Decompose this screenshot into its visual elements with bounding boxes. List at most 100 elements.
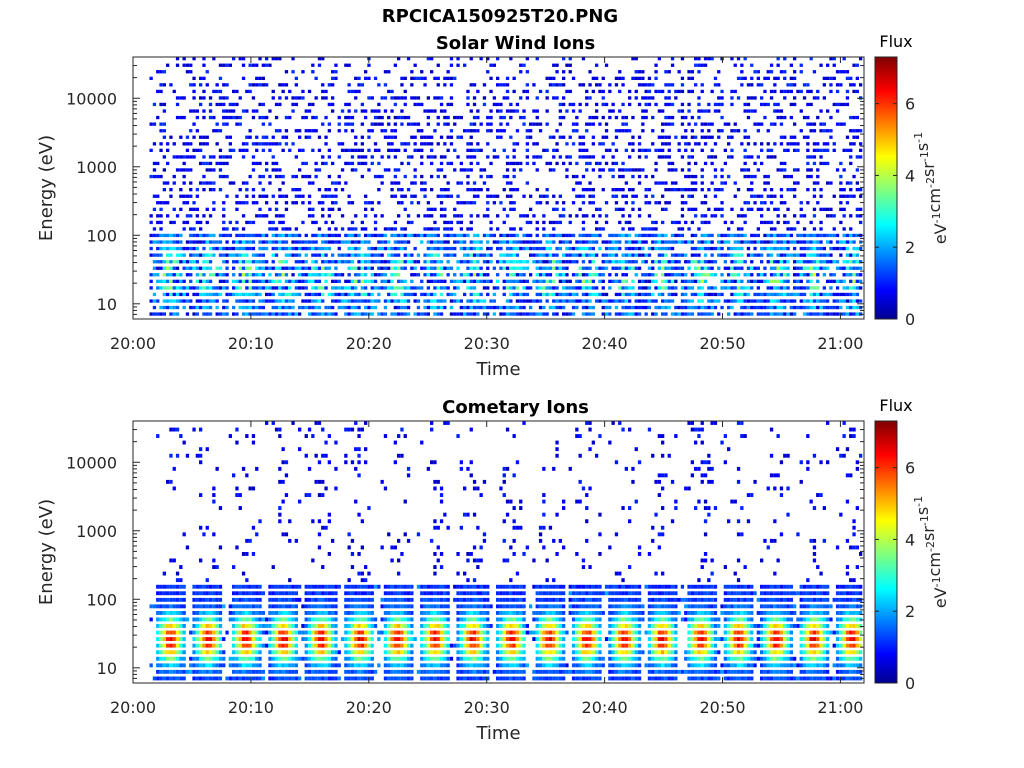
- spectrogram-cell: [384, 96, 387, 99]
- spectrogram-cell: [496, 129, 499, 132]
- spectrogram-cell: [707, 234, 710, 237]
- spectrogram-cell: [803, 267, 806, 270]
- spectrogram-cell: [704, 214, 707, 217]
- spectrogram-cell: [216, 273, 219, 276]
- spectrogram-cell: [668, 123, 671, 126]
- spectrogram-cell: [298, 286, 301, 289]
- spectrogram-cell: [559, 280, 562, 283]
- spectrogram-cell: [783, 240, 786, 243]
- spectrogram-cell: [562, 286, 565, 289]
- spectrogram-cell: [447, 247, 450, 250]
- spectrogram-cell: [734, 299, 737, 302]
- spectrogram-cell: [318, 286, 321, 289]
- spectrogram-cell: [173, 487, 176, 491]
- spectrogram-cell: [843, 208, 846, 211]
- spectrogram-cell: [849, 195, 852, 198]
- spectrogram-cell: [308, 136, 311, 139]
- spectrogram-cell: [390, 195, 393, 198]
- spectrogram-cell: [833, 306, 836, 309]
- spectrogram-cell: [179, 116, 182, 119]
- spectrogram-cell: [268, 175, 271, 178]
- spectrogram-cell: [790, 227, 793, 230]
- spectrogram-cell: [625, 149, 628, 152]
- spectrogram-cell: [470, 109, 473, 112]
- spectrogram-cell: [278, 312, 281, 315]
- spectrogram-cell: [239, 254, 242, 257]
- spectrogram-cell: [291, 312, 294, 315]
- spectrogram-cell: [460, 280, 463, 283]
- spectrogram-cell: [559, 293, 562, 296]
- spectrogram-cell: [275, 214, 278, 217]
- spectrogram-cell: [390, 142, 393, 145]
- spectrogram-cell: [235, 677, 238, 681]
- spectrogram-cell: [430, 109, 433, 112]
- spectrogram-cell: [192, 83, 195, 86]
- spectrogram-cell: [381, 234, 384, 237]
- spectrogram-cell: [691, 273, 694, 276]
- spectrogram-cell: [163, 650, 166, 654]
- spectrogram-cell: [216, 162, 219, 165]
- spectrogram-cell: [536, 273, 539, 276]
- spectrogram-cell: [509, 188, 512, 191]
- spectrogram-cell: [717, 129, 720, 132]
- spectrogram-cell: [344, 312, 347, 315]
- spectrogram-cell: [199, 585, 202, 589]
- spectrogram-cell: [565, 273, 568, 276]
- spectrogram-cell: [384, 227, 387, 230]
- spectrogram-cell: [592, 214, 595, 217]
- spectrogram-cell: [315, 293, 318, 296]
- spectrogram-cell: [374, 306, 377, 309]
- spectrogram-cell: [714, 293, 717, 296]
- spectrogram-cell: [189, 181, 192, 184]
- spectrogram-cell: [783, 280, 786, 283]
- spectrogram-cell: [786, 254, 789, 257]
- spectrogram-cell: [539, 293, 542, 296]
- spectrogram-cell: [849, 267, 852, 270]
- x-tick-label: 20:50: [699, 334, 745, 353]
- spectrogram-cell: [519, 64, 522, 67]
- spectrogram-cell: [503, 312, 506, 315]
- spectrogram-cell: [648, 201, 651, 204]
- spectrogram-cell: [407, 162, 410, 165]
- spectrogram-cell: [183, 227, 186, 230]
- spectrogram-cell: [404, 103, 407, 106]
- spectrogram-cell: [516, 306, 519, 309]
- spectrogram-cell: [572, 142, 575, 145]
- spectrogram-cell: [328, 273, 331, 276]
- spectrogram-cell: [684, 116, 687, 119]
- spectrogram-cell: [833, 234, 836, 237]
- spectrogram-cell: [810, 168, 813, 171]
- spectrogram-cell: [183, 657, 186, 661]
- spectrogram-cell: [846, 149, 849, 152]
- spectrogram-cell: [361, 286, 364, 289]
- spectrogram-cell: [532, 280, 535, 283]
- spectrogram-cell: [344, 103, 347, 106]
- spectrogram-cell: [476, 142, 479, 145]
- spectrogram-cell: [651, 312, 654, 315]
- spectrogram-cell: [783, 254, 786, 257]
- spectrogram-cell: [579, 273, 582, 276]
- spectrogram-cell: [697, 312, 700, 315]
- spectrogram-cell: [381, 247, 384, 250]
- spectrogram-cell: [588, 299, 591, 302]
- spectrogram-cell: [150, 175, 153, 178]
- spectrogram-cell: [324, 162, 327, 165]
- spectrogram-cell: [354, 273, 357, 276]
- spectrogram-cell: [183, 96, 186, 99]
- spectrogram-cell: [592, 168, 595, 171]
- spectrogram-cell: [295, 195, 298, 198]
- spectrogram-cell: [522, 260, 525, 263]
- spectrogram-cell: [275, 306, 278, 309]
- spectrogram-cell: [856, 181, 859, 184]
- spectrogram-cell: [275, 234, 278, 237]
- spectrogram-cell: [760, 214, 763, 217]
- spectrogram-cell: [625, 234, 628, 237]
- spectrogram-cell: [239, 234, 242, 237]
- spectrogram-cell: [417, 149, 420, 152]
- spectrogram-cell: [813, 96, 816, 99]
- spectrogram-cell: [793, 240, 796, 243]
- spectrogram-cell: [351, 254, 354, 257]
- spectrogram-cell: [605, 312, 608, 315]
- spectrogram-cell: [285, 240, 288, 243]
- spectrogram-cell: [196, 116, 199, 119]
